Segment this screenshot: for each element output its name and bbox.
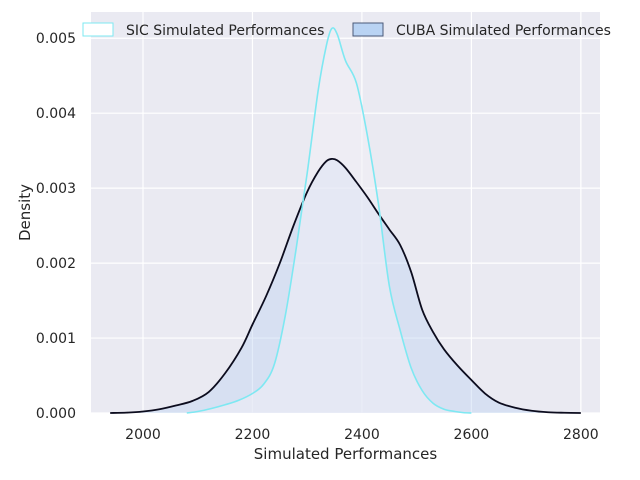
x-tick-label: 2200 [235,427,271,443]
density-areas [110,27,581,414]
density-lines [110,27,581,414]
y-tick-label: 0.004 [36,106,76,122]
legend: SIC Simulated Performances CUBA Simulated… [82,22,611,39]
x-tick-label: 2800 [563,427,599,443]
x-tick-label: 2400 [344,427,380,443]
cuba-legend-label: CUBA Simulated Performances [396,23,611,39]
y-axis-ticks: 0.000 0.001 0.002 0.003 0.004 0.005 [36,31,76,422]
cuba-density-line [110,157,581,414]
y-axis-label: Density [16,184,34,241]
sic-legend-label: SIC Simulated Performances [126,23,324,39]
y-tick-label: 0.005 [36,31,76,47]
x-tick-label: 2000 [125,427,161,443]
sic-density-line [186,27,472,414]
y-tick-label: 0.000 [36,406,76,422]
y-tick-label: 0.003 [36,181,76,197]
y-tick-label: 0.002 [36,256,76,272]
sic-density-area [186,27,472,414]
cuba-legend-swatch [352,22,384,37]
x-tick-label: 2600 [454,427,490,443]
x-axis-ticks: 2000 2200 2400 2600 2800 [125,427,598,443]
sic-legend-swatch [82,22,114,37]
y-tick-label: 0.001 [36,331,76,347]
x-axis-label: Simulated Performances [254,445,438,463]
